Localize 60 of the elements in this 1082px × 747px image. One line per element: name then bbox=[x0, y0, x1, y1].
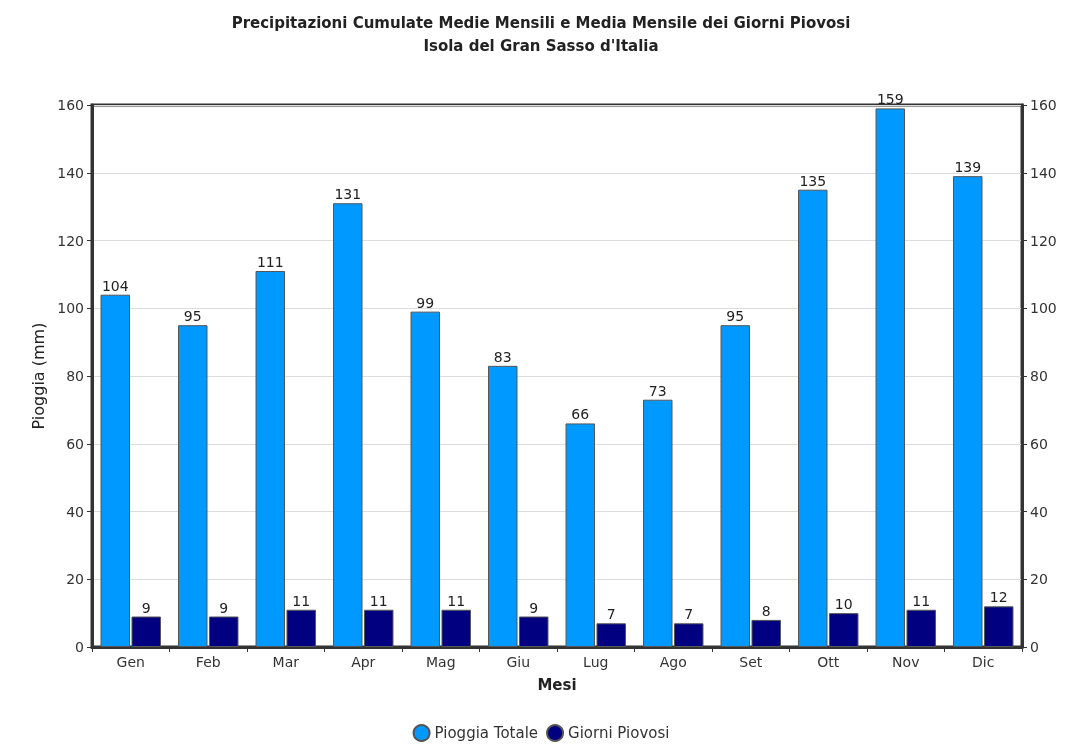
y2-tick-label: 140 bbox=[1030, 164, 1057, 181]
data-label: 95 bbox=[726, 308, 745, 325]
data-label: 111 bbox=[256, 253, 284, 270]
data-label: 7 bbox=[606, 606, 616, 623]
data-label: 12 bbox=[989, 589, 1008, 606]
y2-tick-label: 160 bbox=[1030, 97, 1057, 113]
x-tick-label: Ago bbox=[659, 654, 687, 670]
data-label: 159 bbox=[876, 91, 904, 108]
data-label: 7 bbox=[684, 606, 694, 623]
y2-tick-label: 100 bbox=[1030, 300, 1057, 317]
data-label: 135 bbox=[799, 172, 827, 189]
x-tick-label: Mag bbox=[425, 654, 456, 670]
data-label: 131 bbox=[334, 186, 362, 203]
data-label: 73 bbox=[648, 382, 667, 399]
y-tick-label: 0 bbox=[75, 639, 84, 655]
data-label: 104 bbox=[101, 277, 129, 294]
y-tick-label: 80 bbox=[66, 368, 84, 384]
y-tick-label: 20 bbox=[66, 571, 84, 588]
x-tick-label: Ott bbox=[817, 654, 840, 670]
x-axis-title: Mesi bbox=[537, 675, 577, 694]
data-label: 139 bbox=[954, 159, 982, 176]
data-label: 95 bbox=[183, 308, 202, 325]
data-label: 83 bbox=[493, 348, 512, 365]
data-label: 11 bbox=[292, 592, 311, 609]
y-tick-label: 40 bbox=[66, 503, 84, 520]
y-tick-label: 160 bbox=[57, 97, 84, 113]
y2-tick-label: 60 bbox=[1030, 435, 1048, 452]
x-tick-label: Feb bbox=[195, 654, 221, 670]
data-label: 8 bbox=[761, 602, 771, 619]
x-tick-label: Dic bbox=[972, 654, 995, 670]
y2-tick-label: 120 bbox=[1030, 232, 1057, 249]
y2-tick-label: 80 bbox=[1030, 368, 1048, 384]
data-label: 11 bbox=[912, 592, 931, 609]
data-label: 66 bbox=[571, 406, 590, 423]
y-axis-title: Pioggia (mm) bbox=[28, 322, 48, 430]
y2-tick-label: 40 bbox=[1030, 503, 1048, 520]
y-tick-label: 60 bbox=[66, 435, 84, 452]
data-label: 99 bbox=[416, 294, 435, 311]
legend-label: Giorni Piovosi bbox=[568, 724, 670, 742]
y-tick-label: 120 bbox=[57, 232, 84, 249]
y2-tick-label: 20 bbox=[1030, 571, 1048, 588]
data-label: 9 bbox=[141, 599, 151, 616]
legend-label: Pioggia Totale bbox=[434, 724, 539, 742]
data-label: 9 bbox=[529, 599, 539, 616]
y-tick-label: 140 bbox=[57, 164, 84, 181]
data-label: 11 bbox=[447, 592, 466, 609]
x-tick-label: Set bbox=[739, 654, 763, 670]
x-tick-label: Apr bbox=[351, 654, 376, 670]
data-label: 10 bbox=[834, 596, 853, 613]
x-tick-label: Gen bbox=[116, 654, 145, 670]
x-tick-label: Nov bbox=[892, 654, 920, 670]
y2-tick-label: 0 bbox=[1030, 639, 1039, 655]
chart-subtitle: Isola del Gran Sasso d'Italia bbox=[423, 36, 659, 55]
data-label: 9 bbox=[219, 599, 229, 616]
x-tick-label: Giu bbox=[506, 654, 531, 670]
y-tick-label: 100 bbox=[57, 300, 84, 317]
x-tick-label: Mar bbox=[272, 654, 300, 670]
data-label: 11 bbox=[369, 592, 388, 609]
x-tick-label: Lug bbox=[583, 654, 609, 670]
chart-title: Precipitazioni Cumulate Medie Mensili e Media Mensile dei Giorni Piovosi bbox=[231, 13, 851, 32]
